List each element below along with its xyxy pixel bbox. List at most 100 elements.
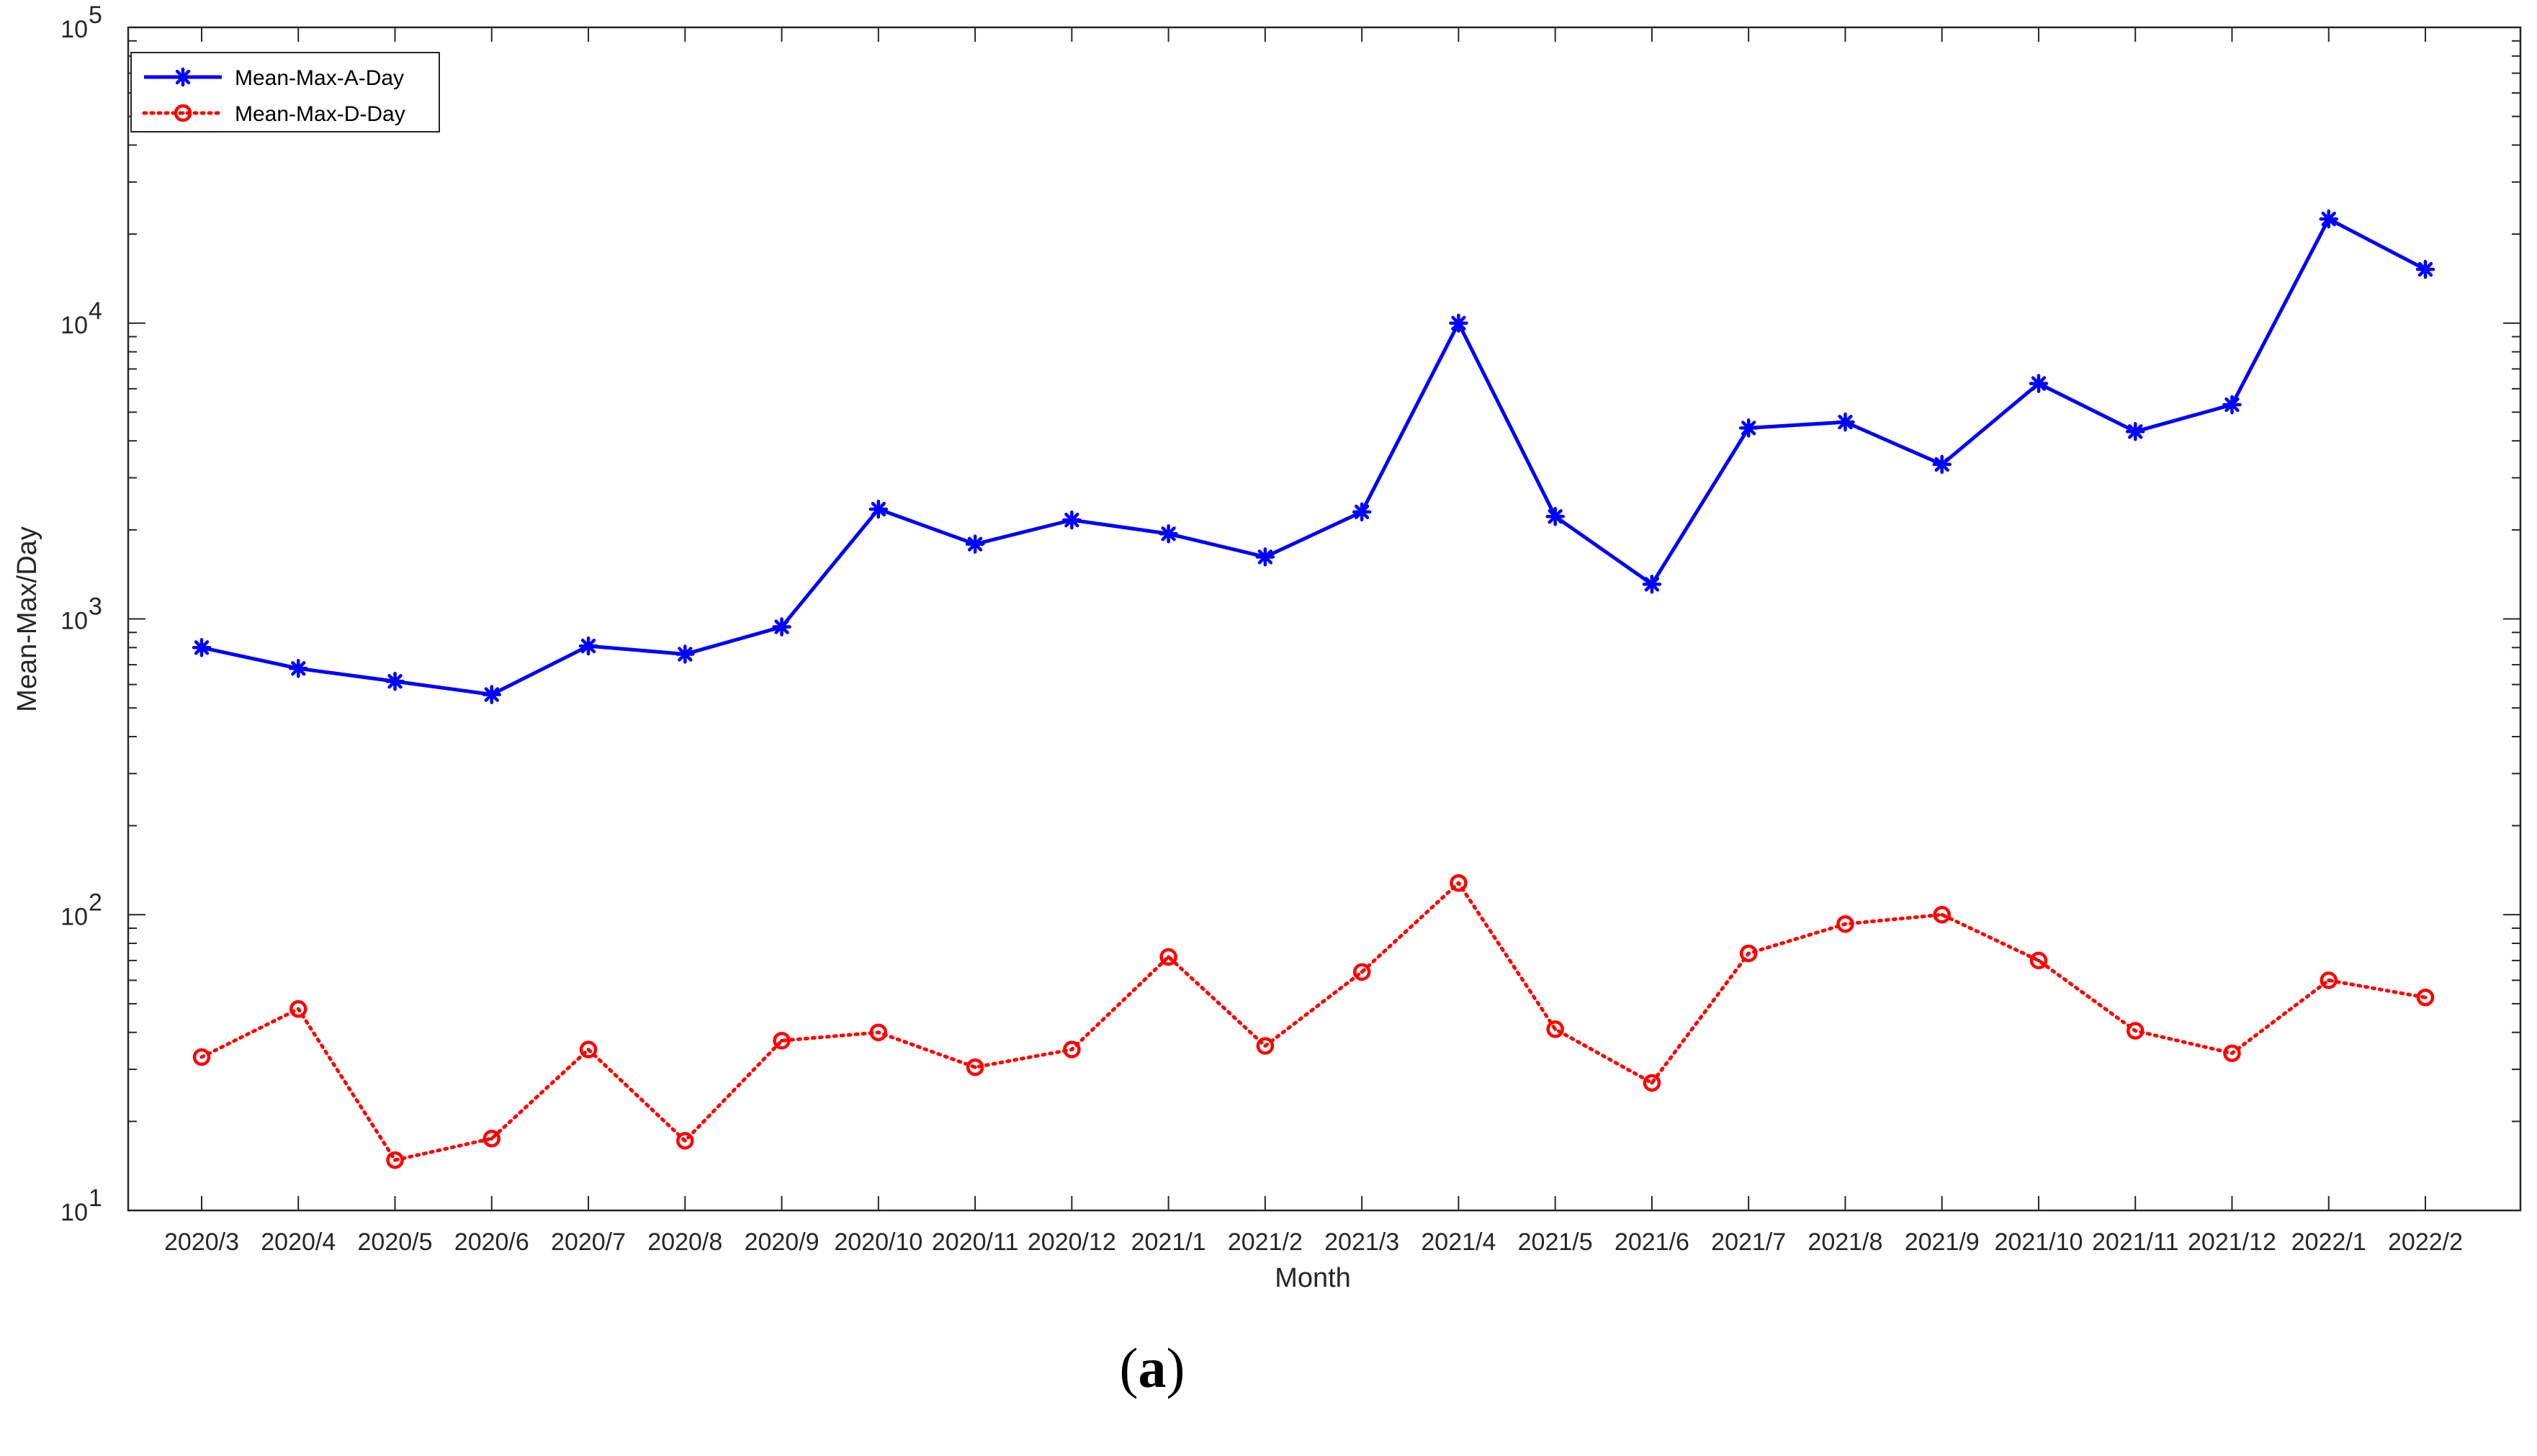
series-line	[199, 881, 2428, 1162]
data-point	[1352, 963, 1371, 981]
x-tick-label: 2021/1	[1131, 1228, 1206, 1256]
caption-close: )	[1166, 1336, 1185, 1399]
data-point	[1449, 313, 1468, 333]
x-tick-label: 2021/6	[1615, 1228, 1689, 1256]
data-point	[289, 659, 308, 678]
legend-item: Mean-Max-A-Day	[144, 66, 404, 90]
data-point	[2416, 988, 2435, 1007]
x-tick-label: 2020/8	[647, 1228, 722, 1256]
data-point	[579, 1041, 598, 1059]
data-point	[385, 671, 405, 691]
y-tick-label: 10	[60, 312, 88, 339]
x-tick-label: 2021/5	[1518, 1228, 1593, 1256]
legend-item: Mean-Max-D-Day	[142, 102, 405, 126]
x-tick-label: 2020/9	[745, 1228, 820, 1256]
x-tick-label: 2020/5	[358, 1228, 433, 1256]
series-layer	[192, 209, 2435, 1169]
figure-caption: (a)	[0, 1336, 2304, 1401]
x-tick-label: 2022/1	[2291, 1228, 2366, 1256]
series-Mean-Max-A-Day	[192, 209, 2435, 704]
data-point	[2125, 422, 2145, 441]
y-tick-exponent: 3	[89, 593, 102, 621]
data-point	[676, 1132, 694, 1150]
caption-letter: a	[1138, 1336, 1167, 1399]
x-tick-label: 2020/7	[551, 1228, 626, 1256]
legend-box	[130, 52, 440, 132]
data-point	[1932, 454, 1952, 475]
data-point	[1159, 948, 1177, 966]
data-point	[2222, 395, 2242, 415]
data-point	[578, 636, 598, 656]
y-tick-label: 10	[60, 608, 88, 635]
data-point	[966, 1058, 984, 1077]
data-point	[1738, 418, 1759, 438]
data-point	[2223, 1044, 2241, 1062]
data-point	[965, 534, 985, 554]
y-tick-exponent: 4	[89, 297, 102, 325]
data-point	[482, 1129, 501, 1148]
x-tick-label: 2021/10	[1995, 1228, 2083, 1256]
data-point	[1159, 524, 1178, 544]
x-tick-label: 2020/6	[454, 1228, 529, 1256]
data-point	[1545, 506, 1565, 526]
legend-label: Mean-Max-D-Day	[235, 102, 405, 126]
x-tick-label: 2022/2	[2388, 1228, 2463, 1256]
data-point	[192, 638, 212, 657]
legend: Mean-Max-A-Day Mean-Max-D-Day	[130, 52, 440, 132]
x-tick-label: 2021/9	[1905, 1228, 1980, 1256]
data-point	[1836, 915, 1854, 933]
data-point	[1062, 510, 1082, 530]
data-point	[1256, 1037, 1275, 1055]
x-tick-label: 2021/12	[2188, 1228, 2276, 1256]
x-tick-label: 2021/2	[1228, 1228, 1303, 1256]
data-point	[1642, 575, 1662, 594]
x-tick-label: 2020/10	[834, 1228, 922, 1256]
plot-area	[127, 26, 2522, 1212]
data-point	[1933, 906, 1951, 924]
series-line	[201, 217, 2427, 697]
data-point	[1352, 502, 1372, 522]
x-tick-label: 2021/7	[1711, 1228, 1786, 1256]
x-tick-label: 2020/4	[261, 1228, 336, 1256]
data-point	[2319, 209, 2338, 229]
data-point	[773, 1031, 791, 1050]
x-tick-label: 2021/8	[1808, 1228, 1882, 1256]
data-point	[1450, 873, 1468, 892]
x-tick-label: 2020/3	[164, 1228, 239, 1256]
data-point	[173, 67, 193, 87]
x-tick-label: 2020/11	[932, 1228, 1018, 1256]
data-point	[192, 1048, 211, 1066]
y-tick-label: 10	[60, 903, 88, 930]
y-tick-exponent: 2	[89, 889, 102, 916]
x-tick-label: 2021/11	[2092, 1228, 2178, 1256]
y-axis-label: Mean-Max/Day	[12, 526, 42, 712]
data-point	[174, 104, 192, 122]
y-tick-label: 10	[60, 16, 88, 43]
data-point	[869, 1023, 888, 1041]
x-axis-label: Month	[1275, 1263, 1351, 1293]
data-point	[772, 617, 791, 637]
data-point	[1643, 1074, 1661, 1092]
x-axis: 2020/3 2020/4 2020/5 2020/6 2020/7 2020/8 2020…	[164, 27, 2463, 1256]
data-point	[1836, 412, 1855, 432]
data-point	[2415, 259, 2435, 279]
x-tick-label: 2020/12	[1028, 1228, 1116, 1256]
data-point	[482, 685, 502, 704]
caption-open: (	[1119, 1336, 1139, 1399]
data-point	[1063, 1041, 1081, 1059]
data-point	[289, 999, 307, 1018]
data-point	[2029, 951, 2048, 970]
x-tick-label: 2021/3	[1324, 1228, 1399, 1256]
y-tick-exponent: 5	[89, 1, 102, 29]
data-point	[2320, 971, 2338, 989]
data-point	[386, 1151, 404, 1169]
data-point	[1255, 547, 1275, 567]
data-point	[2126, 1022, 2145, 1040]
data-point	[1739, 944, 1758, 963]
series-Mean-Max-D-Day	[192, 873, 2435, 1169]
data-point	[2029, 374, 2049, 393]
legend-label: Mean-Max-A-Day	[235, 66, 404, 90]
y-tick-exponent: 1	[89, 1185, 102, 1212]
